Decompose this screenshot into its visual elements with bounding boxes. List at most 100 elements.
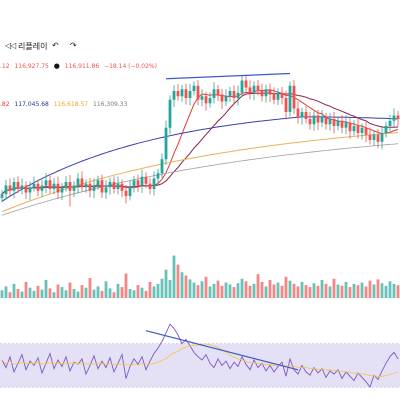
volume-bar: [128, 289, 132, 298]
candle-body: [216, 89, 220, 95]
candle-body: [36, 183, 40, 191]
volume-bar: [64, 290, 68, 298]
volume-bar: [16, 289, 20, 298]
candle-body: [96, 180, 100, 186]
volume-bar: [284, 276, 288, 298]
volume-bar: [160, 278, 164, 298]
volume-bar: [20, 291, 24, 298]
volume-bar: [32, 290, 36, 298]
candle-body: [376, 134, 380, 142]
volume-bar: [36, 285, 40, 298]
volume-bar: [372, 284, 376, 298]
volume-bar: [248, 285, 252, 298]
candle-body: [208, 98, 212, 104]
ma-legend: .82 117,045.68 116,618.57 116,309.33: [0, 101, 400, 113]
candle-body: [92, 185, 96, 191]
candles: [0, 74, 400, 207]
candle-body: [116, 183, 120, 189]
volume-bar: [136, 285, 140, 298]
candle-body: [72, 185, 76, 191]
candle-body: [8, 185, 12, 191]
candle-body: [372, 134, 376, 140]
candle-body: [388, 120, 392, 126]
candle-body: [112, 182, 116, 189]
volume-bar: [112, 292, 116, 298]
candle-body: [120, 183, 124, 191]
replay-button-label[interactable]: 리플레이: [18, 42, 48, 51]
candle-body: [20, 185, 24, 189]
candle-body: [228, 91, 232, 97]
candle-body: [356, 126, 360, 133]
volume-bar: [228, 284, 232, 298]
candle-body: [384, 126, 388, 133]
candle-body: [280, 92, 284, 98]
candle-body: [272, 94, 276, 100]
candle-body: [224, 96, 228, 102]
ohlc-legend: .12 116,927.75 ● 116,911.86 −18.14 (−0.0…: [0, 62, 400, 74]
candle-body: [160, 159, 164, 174]
candle-body: [236, 92, 240, 98]
volume-bars: [0, 255, 400, 298]
candle-body: [192, 85, 196, 91]
candle-body: [152, 178, 156, 189]
volume-bar: [300, 281, 304, 298]
rsi-trendline: [145, 330, 299, 371]
candle-body: [76, 178, 80, 186]
volume-bar: [364, 286, 368, 298]
volume-bar: [4, 286, 8, 298]
volume-bar: [144, 290, 148, 298]
ma-fast-line: [1, 89, 399, 195]
volume-bar: [360, 282, 364, 298]
volume-bar: [264, 286, 268, 298]
candle-body: [252, 85, 256, 93]
volume-bar: [28, 287, 32, 298]
candle-body: [260, 91, 264, 97]
candle-body: [296, 108, 300, 118]
candle-body: [196, 85, 200, 100]
redo-icon[interactable]: ↷: [70, 41, 77, 50]
candle-body: [332, 119, 336, 126]
ma-medium-line: [1, 92, 399, 195]
volume-bar: [380, 283, 384, 298]
candle-body: [204, 96, 208, 104]
candle-body: [60, 187, 64, 193]
volume-bar: [316, 285, 320, 298]
volume-bar: [56, 284, 60, 298]
volume-bar: [120, 287, 124, 298]
volume-bar: [332, 278, 336, 298]
volume-bar: [352, 283, 356, 298]
candle-body: [132, 180, 136, 188]
candle-body: [396, 115, 400, 119]
volume-bar: [216, 280, 220, 298]
volume-bar: [148, 281, 152, 298]
volume-bar: [44, 280, 48, 298]
volume-bar: [340, 285, 344, 298]
ohlc-last-value: 116,911.86: [64, 63, 100, 70]
volume-bar: [204, 276, 208, 298]
candle-body: [84, 183, 88, 188]
volume-bar: [8, 292, 12, 298]
volume-bar: [368, 280, 372, 298]
volume-bar: [212, 283, 216, 298]
volume-bar: [52, 292, 56, 298]
candle-body: [128, 187, 132, 196]
volume-bar: [308, 287, 312, 298]
undo-icon[interactable]: ↶: [52, 41, 59, 50]
volume-bar: [96, 286, 100, 298]
volume-bar: [24, 281, 28, 298]
candle-body: [168, 99, 172, 128]
volume-bar: [392, 283, 396, 298]
ma-value-1: .82: [0, 101, 10, 108]
candle-body: [368, 134, 372, 140]
price-trendline: [165, 72, 291, 80]
candle-body: [28, 187, 32, 193]
candle-body: [164, 127, 168, 160]
volume-bar: [152, 286, 156, 298]
candle-body: [392, 115, 396, 121]
volume-bar: [344, 281, 348, 298]
candle-body: [288, 85, 292, 112]
rewind-icon[interactable]: ◁◁: [5, 41, 16, 50]
candle-body: [364, 127, 368, 135]
candle-body: [340, 120, 344, 128]
